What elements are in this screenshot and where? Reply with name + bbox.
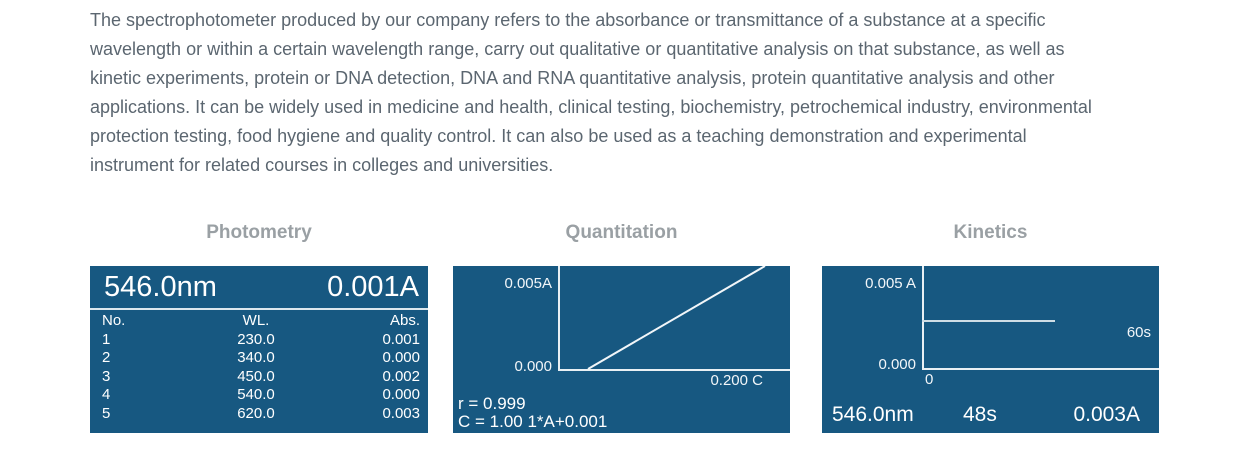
cell-abs: 0.002 [382, 367, 420, 385]
cell-wl: 540.0 [237, 386, 275, 403]
x-origin-label: 0 [925, 371, 934, 388]
quantitation-title: Quantitation [565, 222, 678, 243]
cell-no: 4 [102, 386, 111, 403]
intro-paragraph: The spectrophotometer produced by our co… [90, 10, 1092, 175]
cell-abs: 0.000 [382, 386, 420, 403]
quantitation-display: 0.005A 0.000 0.200 C r = 0.999 C = 1.00 … [453, 266, 790, 433]
photometry-header: 546.0nm 0.001A [90, 266, 428, 308]
kinetics-time-readout: 48s [963, 403, 997, 426]
cell-no: 1 [102, 330, 111, 348]
col-header-abs: Abs. [389, 312, 420, 329]
correlation-readout: r = 0.999 [458, 394, 526, 413]
kinetics-readout-row: 546.0nm 48s 0.003A [822, 403, 1159, 433]
photometry-title: Photometry [206, 222, 312, 243]
kinetics-trace-line [922, 320, 1055, 322]
kinetics-title: Kinetics [953, 222, 1028, 243]
y-axis [922, 266, 924, 368]
x-axis [922, 368, 1159, 370]
table-header-row: No. WL. Abs. [90, 312, 428, 331]
photometry-wavelength-readout: 546.0nm [104, 270, 217, 303]
kinetics-wavelength-readout: 546.0nm [832, 403, 914, 426]
photometry-table: No. WL. Abs. 1 230.0 0.001 2 340.0 0.000… [90, 312, 428, 423]
x-max-label: 0.200 C [710, 372, 763, 389]
cell-wl: 620.0 [237, 404, 275, 422]
table-row: 1 230.0 0.001 [90, 331, 428, 350]
cell-wl: 340.0 [237, 349, 275, 366]
x-max-label: 60s [1126, 324, 1151, 341]
table-row: 2 340.0 0.000 [90, 349, 428, 368]
photometry-display: 546.0nm 0.001A No. WL. Abs. 1 230.0 0.00… [90, 266, 428, 433]
cell-no: 5 [102, 404, 111, 422]
equation-readout: C = 1.00 1*A+0.001 [458, 412, 608, 431]
table-row: 3 450.0 0.002 [90, 368, 428, 387]
cell-no: 2 [102, 349, 111, 366]
y-min-label: 0.000 [514, 358, 552, 375]
cell-no: 3 [102, 367, 111, 385]
kinetics-display: 0.005 A 0.000 0 60s 546.0nm 48s 0.003A [822, 266, 1159, 433]
kinetics-absorbance-readout: 0.003A [1073, 403, 1140, 426]
header-divider [90, 308, 428, 310]
cell-wl: 230.0 [237, 330, 275, 348]
cell-wl: 450.0 [237, 367, 275, 385]
table-row: 4 540.0 0.000 [90, 386, 428, 405]
calibration-line [587, 266, 766, 370]
y-max-label: 0.005A [504, 275, 552, 292]
cell-abs: 0.000 [382, 349, 420, 366]
cell-abs: 0.003 [382, 404, 420, 422]
col-header-wl: WL. [242, 312, 270, 329]
y-min-label: 0.000 [878, 356, 916, 373]
col-header-no: No. [102, 312, 126, 329]
x-axis [558, 369, 790, 371]
y-max-label: 0.005 A [865, 275, 916, 292]
photometry-absorbance-readout: 0.001A [327, 270, 419, 303]
y-axis [558, 266, 560, 369]
table-row: 5 620.0 0.003 [90, 405, 428, 424]
cell-abs: 0.001 [382, 330, 420, 348]
